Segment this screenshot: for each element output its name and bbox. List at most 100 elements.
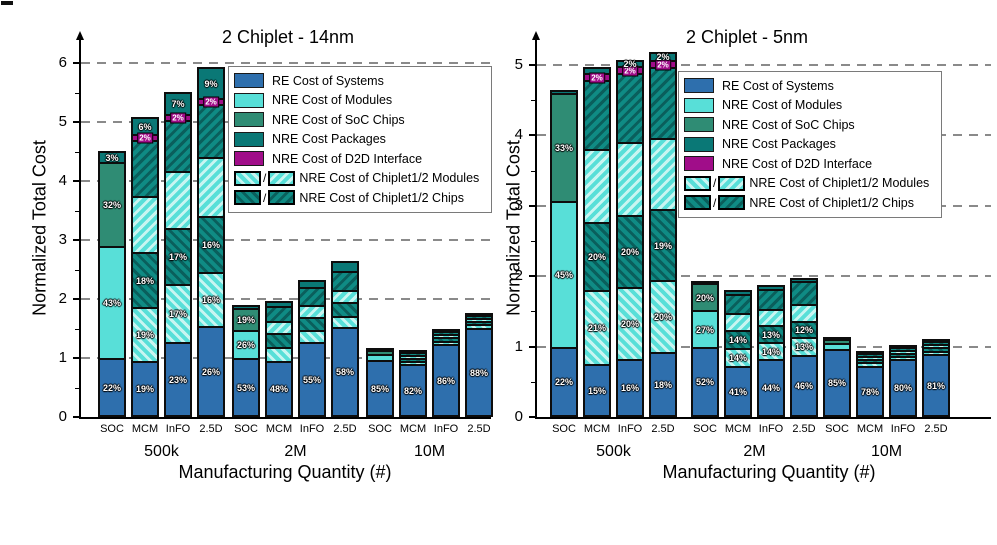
legend-label: RE Cost of Systems xyxy=(722,78,834,93)
segment-pct-label: 85% xyxy=(827,378,847,388)
legend-separator: / xyxy=(263,190,267,205)
legend-item: RE Cost of Systems xyxy=(684,76,936,96)
segment-pct-label: 22% xyxy=(102,382,122,393)
segment-pct-label: 20% xyxy=(620,247,640,257)
group-label: 10M xyxy=(870,443,903,460)
y-minor-tick xyxy=(75,92,79,94)
segment-pct-label: 18% xyxy=(135,275,155,286)
bar-segment-re: 55% xyxy=(298,342,326,417)
bar-segment-pkg xyxy=(724,290,752,296)
bar-segment-re: 53% xyxy=(232,358,260,417)
y-tick-label: 4 xyxy=(58,172,67,189)
bar-segment-c2c xyxy=(583,80,611,151)
bar-segment-re: 48% xyxy=(265,361,293,417)
bar-segment-c2c xyxy=(790,281,818,306)
bar-segment-c2m xyxy=(331,290,359,304)
y-tick-label: 3 xyxy=(58,231,67,248)
legend-item: NRE Cost Packages xyxy=(234,130,486,150)
x-tick-label: 2.5D xyxy=(792,423,816,435)
bar-segment-c1c xyxy=(298,317,326,332)
bar-segment-re: 15% xyxy=(583,364,611,417)
segment-pct-label: 19% xyxy=(653,240,673,251)
bar-segment-pkg xyxy=(298,280,326,289)
bar-segment-soc: 33% xyxy=(550,93,578,203)
bar-segment-soc: 19% xyxy=(232,308,260,332)
bar-segment-d2d: 2% xyxy=(164,112,192,124)
y-minor-tick xyxy=(75,269,79,271)
bar-segment-re: 22% xyxy=(98,358,126,417)
y-tick-label: 0 xyxy=(514,408,523,425)
y-axis xyxy=(79,38,81,419)
segment-pct-label: 2% xyxy=(589,72,605,83)
bar-segment-re: 41% xyxy=(724,366,752,417)
segment-pct-label: 6% xyxy=(138,121,152,132)
segment-pct-label: 20% xyxy=(620,319,640,329)
legend-swatch-c1m xyxy=(684,175,711,191)
x-tick-label: InFO xyxy=(758,423,784,435)
chart-title: 2 Chiplet - 14nm xyxy=(221,27,355,47)
segment-pct-label: 48% xyxy=(269,384,289,394)
segment-pct-label: 16% xyxy=(620,383,640,393)
legend-swatch-mod xyxy=(684,97,714,113)
group-label: 500k xyxy=(144,443,179,460)
segment-pct-label: 16% xyxy=(201,295,221,305)
x-tick-label: MCM xyxy=(265,423,293,435)
legend-swatch-d2d xyxy=(234,151,264,167)
segment-pct-label: 41% xyxy=(728,386,748,397)
y-tick xyxy=(529,345,535,348)
bar-segment-c2c xyxy=(265,306,293,323)
legend-swatch-soc xyxy=(684,117,714,133)
x-tick-label: 2.5D xyxy=(467,423,491,435)
x-tick-label: MCM xyxy=(583,423,611,435)
segment-pct-label: 55% xyxy=(302,374,322,385)
bar-segment-pkg xyxy=(757,285,785,291)
bar-segment-c1c xyxy=(265,333,293,349)
segment-pct-label: 13% xyxy=(794,342,814,352)
segment-pct-label: 33% xyxy=(554,143,574,153)
segment-pct-label: 45% xyxy=(554,270,574,280)
segment-pct-label: 58% xyxy=(335,367,355,377)
legend-item: NRE Cost of D2D Interface xyxy=(684,154,936,174)
legend-item: NRE Cost of Modules xyxy=(234,91,486,111)
segment-pct-label: 85% xyxy=(370,383,390,394)
bar-segment-c2c xyxy=(724,294,752,315)
bar-segment-c2c xyxy=(331,271,359,292)
segment-pct-label: 20% xyxy=(653,312,673,322)
bar-segment-c1c: 13% xyxy=(757,325,785,344)
group-label: 500k xyxy=(596,443,631,460)
bar-segment-c1c xyxy=(331,302,359,318)
bar-segment-c2c xyxy=(298,287,326,307)
bar-segment-soc: 20% xyxy=(691,283,719,312)
bar-segment-d2d: 2% xyxy=(649,59,677,70)
segment-pct-label: 17% xyxy=(168,309,188,319)
segment-pct-label: 2% xyxy=(622,65,638,76)
bar-segment-re: 44% xyxy=(757,359,785,417)
segment-pct-label: 16% xyxy=(201,240,221,250)
bar-segment-c1m xyxy=(298,330,326,344)
bar-segment-pkg xyxy=(366,348,394,352)
bar-segment-c1m: 14% xyxy=(757,342,785,361)
y-tick-label: 6 xyxy=(58,54,67,71)
bar-segment-pkg xyxy=(432,329,460,333)
bar-segment-c1m xyxy=(265,347,293,363)
segment-pct-label: 14% xyxy=(728,353,748,363)
group-label: 2M xyxy=(284,443,307,460)
legend-label: NRE Cost of Chiplet1/2 Modules xyxy=(299,171,480,186)
segment-pct-label: 7% xyxy=(171,99,185,109)
bar-segment-c1m: 17% xyxy=(164,284,192,344)
y-minor-tick xyxy=(75,328,79,330)
bar-segment-re: 16% xyxy=(616,359,644,417)
legend-label: NRE Cost of D2D Interface xyxy=(722,156,873,171)
bar-segment-re: 58% xyxy=(331,327,359,417)
bar-segment-re: 46% xyxy=(790,355,818,417)
segment-pct-label: 13% xyxy=(761,329,781,340)
y-tick-label: 3 xyxy=(514,196,523,214)
y-tick xyxy=(73,357,79,359)
segment-pct-label: 19% xyxy=(135,384,155,394)
y-axis xyxy=(535,38,537,419)
bar-segment-pkg xyxy=(331,261,359,273)
bar-segment-c2m xyxy=(197,157,225,218)
bar-segment-c2m xyxy=(164,171,192,230)
y-minor-tick xyxy=(531,100,535,102)
